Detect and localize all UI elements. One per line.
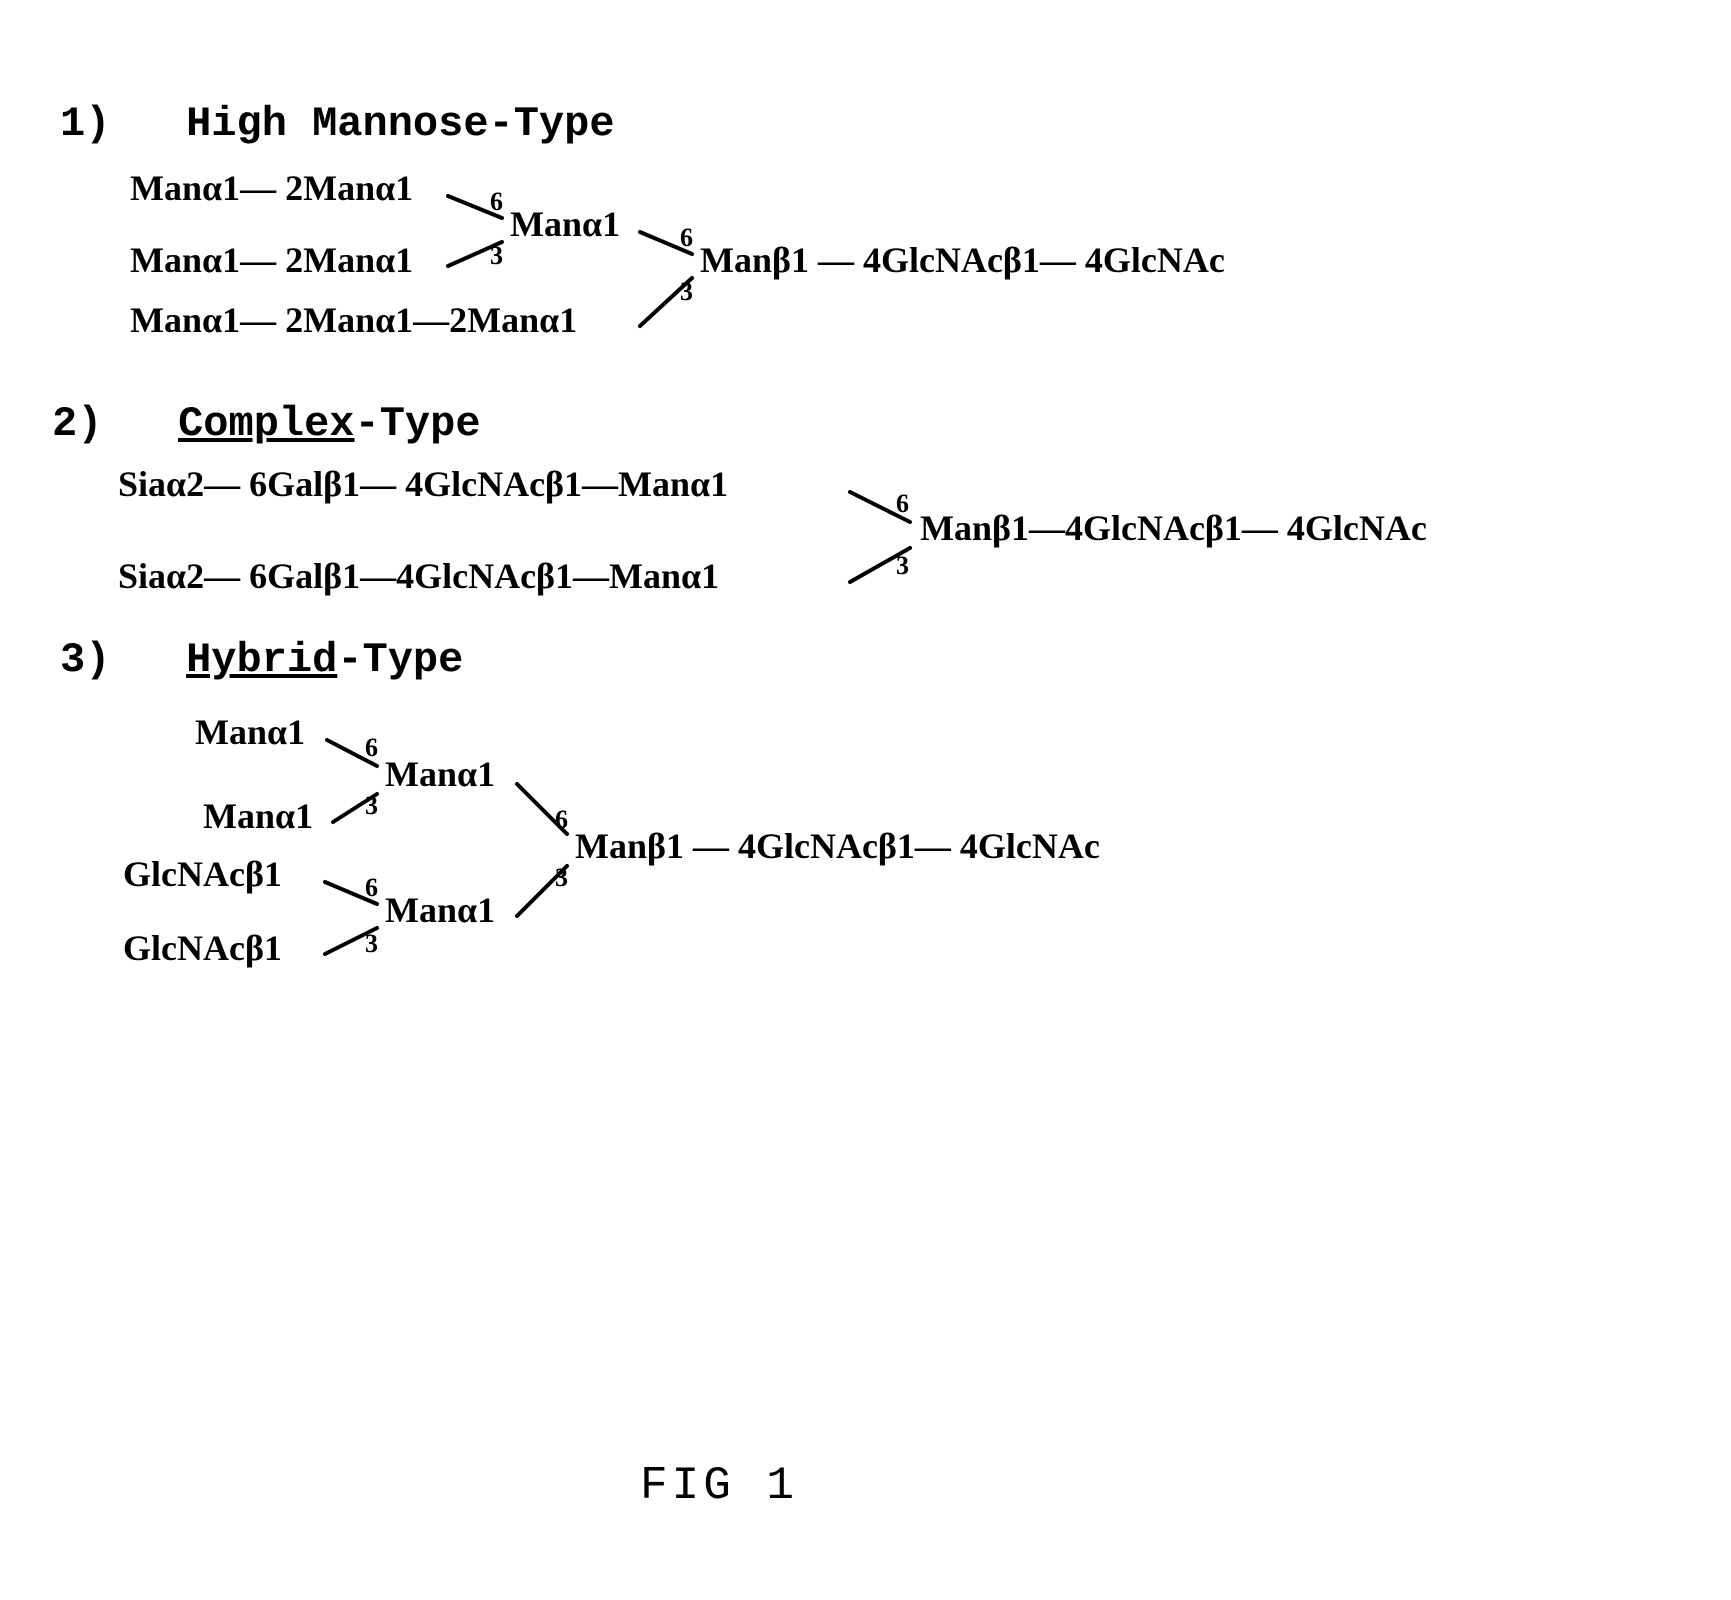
fig3-link-c6: 6 — [555, 805, 568, 834]
fig3-mid-bot: Manα1 — [385, 890, 495, 930]
fig1-link-6b: 6 — [680, 223, 693, 252]
fig1-link-3b: 3 — [680, 277, 693, 306]
heading-2-underline: Complex — [178, 400, 354, 448]
fig3-link-c3: 3 — [555, 863, 568, 892]
fig2-link-6: 6 — [896, 489, 909, 518]
fig3-branch-4: GlcNAcβ1 — [123, 928, 282, 968]
fig3-branch-3: GlcNAcβ1 — [123, 854, 282, 894]
fig3-mid-top: Manα1 — [385, 754, 495, 794]
heading-2: 2) Complex-Type — [52, 400, 481, 448]
fig3-link-b3: 3 — [365, 929, 378, 958]
fig1-branch-3: Manα1— 2Manα1—2Manα1 — [130, 300, 577, 340]
fig3-link-a3: 3 — [365, 791, 378, 820]
fig1-branch-1: Manα1— 2Manα1 — [130, 168, 413, 208]
figure-complex: Siaα2— 6Galβ1— 4GlcNAcβ1—Manα1 Siaα2— 6G… — [110, 452, 1730, 622]
fig3-link-a6: 6 — [365, 733, 378, 762]
heading-2-num: 2) — [52, 400, 102, 448]
heading-3-rest: -Type — [337, 636, 463, 684]
fig3-link-b6: 6 — [365, 873, 378, 902]
fig3-branch-2: Manα1 — [203, 796, 313, 836]
fig2-link-3: 3 — [896, 551, 909, 580]
figure-caption: FIG 1 — [640, 1460, 798, 1512]
figure-high-mannose: Manα1— 2Manα1 Manα1— 2Manα1 Manα1— 2Manα… — [120, 160, 1620, 360]
heading-1-num: 1) — [60, 100, 110, 148]
fig2-branch-1: Siaα2— 6Galβ1— 4GlcNAcβ1—Manα1 — [118, 464, 728, 504]
heading-1-text: High Mannose-Type — [186, 100, 614, 148]
fig1-core: Manβ1 — 4GlcNAcβ1— 4GlcNAc — [700, 240, 1225, 280]
heading-2-rest: -Type — [355, 400, 481, 448]
fig2-branch-2: Siaα2— 6Galβ1—4GlcNAcβ1—Manα1 — [118, 556, 719, 596]
heading-3-underline: Hybrid — [186, 636, 337, 684]
fig1-link-3a: 3 — [490, 241, 503, 270]
fig3-core: Manβ1 — 4GlcNAcβ1— 4GlcNAc — [575, 826, 1100, 866]
heading-3-num: 3) — [60, 636, 110, 684]
fig3-branch-1: Manα1 — [195, 712, 305, 752]
figure-hybrid: Manα1 Manα1 GlcNAcβ1 GlcNAcβ1 Manα1 Manα… — [115, 700, 1615, 980]
fig1-branch-2: Manα1— 2Manα1 — [130, 240, 413, 280]
fig2-core: Manβ1—4GlcNAcβ1— 4GlcNAc — [920, 508, 1427, 548]
heading-1: 1) High Mannose-Type — [60, 100, 615, 148]
fig1-link-6a: 6 — [490, 187, 503, 216]
fig1-mid: Manα1 — [510, 204, 620, 244]
heading-3: 3) Hybrid-Type — [60, 636, 463, 684]
